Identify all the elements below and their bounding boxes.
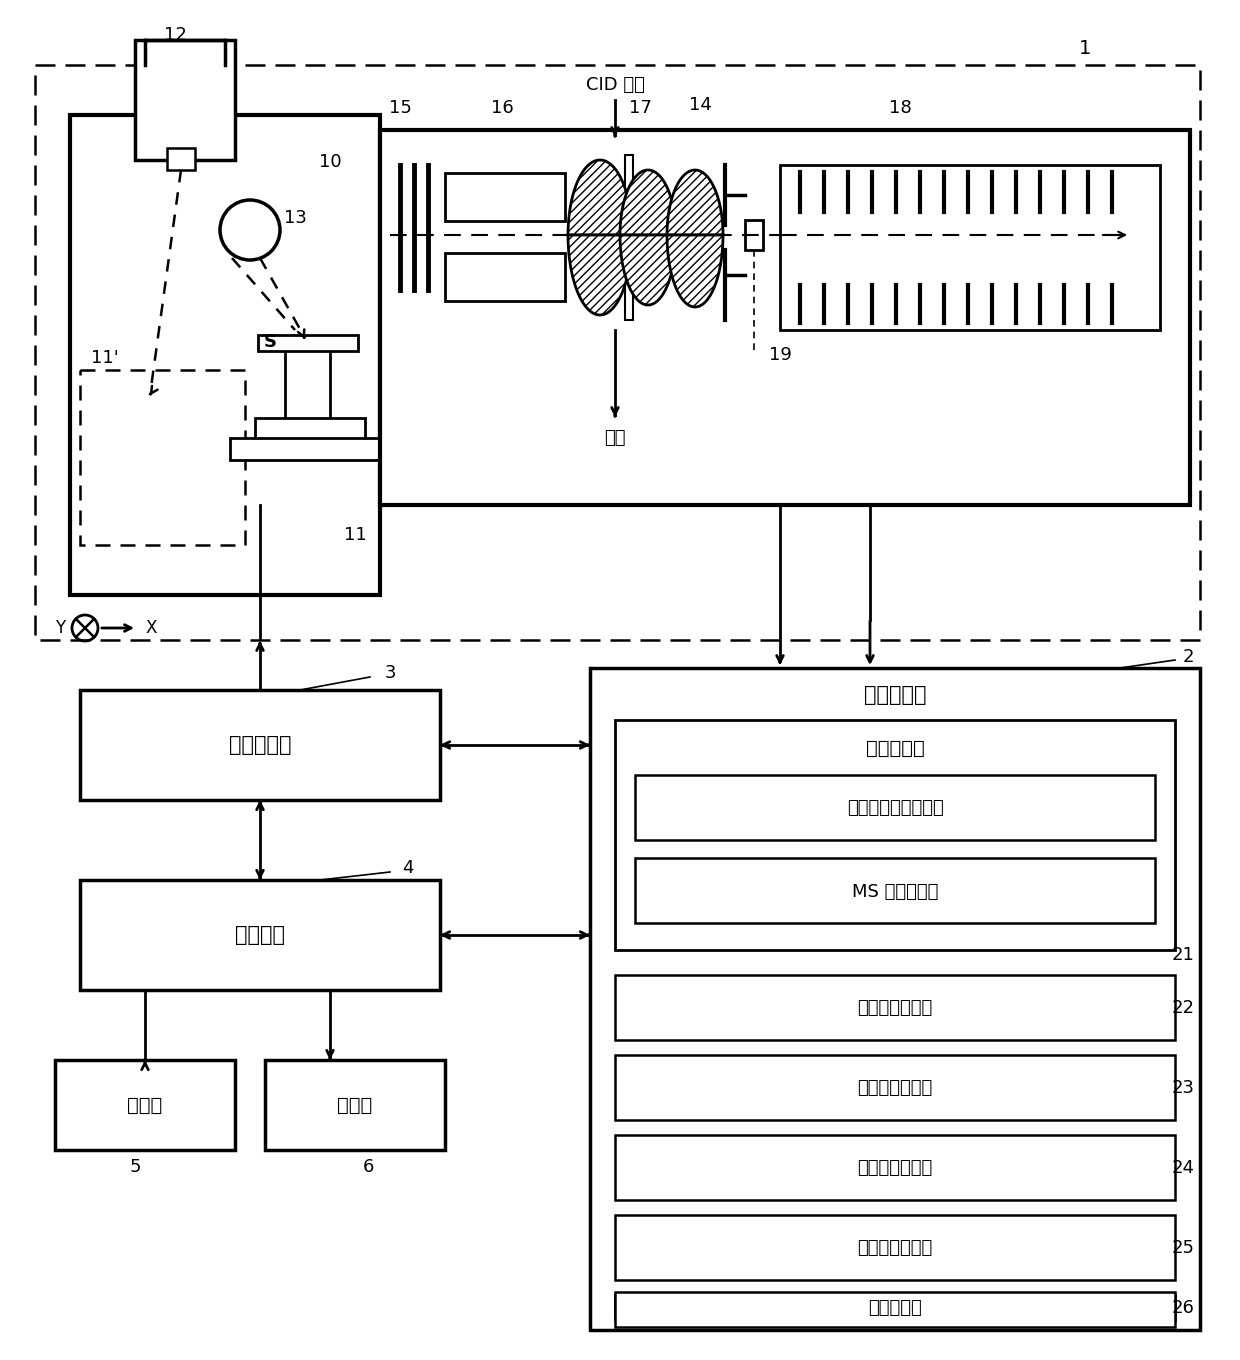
Text: CID 气体: CID 气体	[585, 76, 645, 94]
Bar	[615, 1136, 1176, 1200]
Text: 18: 18	[889, 99, 911, 117]
Bar	[445, 173, 565, 220]
Polygon shape	[568, 235, 632, 316]
Polygon shape	[620, 170, 676, 235]
Bar	[135, 39, 236, 160]
Polygon shape	[620, 235, 676, 305]
Bar	[265, 1059, 445, 1151]
Bar	[745, 220, 763, 250]
Text: 主控制部: 主控制部	[236, 925, 285, 945]
Text: Y: Y	[55, 619, 64, 636]
Text: 16: 16	[491, 99, 513, 117]
Bar	[445, 253, 565, 301]
Text: 2: 2	[1182, 647, 1194, 666]
Text: 17: 17	[629, 99, 651, 117]
Text: 图像叠加处理部: 图像叠加处理部	[857, 1239, 932, 1257]
Text: 23: 23	[1172, 1078, 1194, 1098]
Text: 25: 25	[1172, 1239, 1194, 1257]
Text: 26: 26	[1172, 1299, 1194, 1316]
Text: 数据处理部: 数据处理部	[864, 685, 926, 704]
Bar	[615, 1295, 1176, 1315]
Text: 显示处理部: 显示处理部	[868, 1299, 921, 1316]
Text: 3: 3	[384, 664, 396, 681]
Polygon shape	[568, 160, 632, 235]
Polygon shape	[667, 235, 723, 307]
Bar	[780, 165, 1159, 330]
Bar	[615, 1214, 1176, 1280]
Bar	[615, 1295, 1176, 1321]
Bar	[625, 155, 632, 320]
Text: 4: 4	[402, 860, 414, 877]
Text: 1: 1	[1079, 38, 1091, 57]
Text: 光学图像形成部: 光学图像形成部	[857, 1078, 932, 1098]
Text: 6: 6	[362, 1157, 373, 1176]
Text: 排气: 排气	[604, 428, 626, 447]
Bar	[615, 1055, 1176, 1121]
Bar	[81, 370, 246, 545]
Bar	[590, 668, 1200, 1330]
Text: 22: 22	[1172, 1000, 1194, 1017]
Text: X: X	[145, 619, 156, 636]
Bar	[255, 418, 365, 441]
Text: 12: 12	[164, 26, 186, 44]
Text: 11: 11	[343, 526, 366, 544]
Text: 21: 21	[1172, 947, 1194, 964]
Text: 分析控制部: 分析控制部	[228, 734, 291, 755]
Bar	[81, 690, 440, 800]
Bar	[258, 335, 358, 351]
Bar	[635, 775, 1154, 840]
Text: 输入部: 输入部	[128, 1096, 162, 1114]
Text: 数据存储部: 数据存储部	[866, 738, 924, 758]
Bar	[615, 1292, 1176, 1327]
Text: 5: 5	[129, 1157, 141, 1176]
Bar	[615, 719, 1176, 951]
Text: 图像参数调整部: 图像参数调整部	[857, 1159, 932, 1176]
Text: 24: 24	[1172, 1159, 1194, 1176]
Text: 19: 19	[769, 345, 791, 364]
Bar	[167, 148, 195, 170]
Bar	[379, 131, 1190, 505]
Text: 显示部: 显示部	[337, 1096, 373, 1114]
Bar	[55, 1059, 236, 1151]
Text: 成像图像制作部: 成像图像制作部	[857, 1000, 932, 1017]
Text: 15: 15	[388, 99, 412, 117]
Polygon shape	[667, 170, 723, 235]
Text: MS 数据存储部: MS 数据存储部	[852, 883, 939, 900]
Bar	[285, 345, 330, 420]
Text: 13: 13	[284, 209, 306, 227]
Bar	[81, 880, 440, 990]
Text: 11': 11'	[91, 350, 119, 367]
Bar	[69, 116, 379, 596]
Text: 14: 14	[688, 97, 712, 114]
Text: S: S	[263, 333, 277, 351]
Bar	[35, 65, 1200, 641]
Text: 光学图像数据存储部: 光学图像数据存储部	[847, 800, 944, 817]
Bar	[635, 858, 1154, 923]
Text: 10: 10	[319, 154, 341, 171]
Bar	[229, 438, 391, 460]
Bar	[615, 975, 1176, 1040]
